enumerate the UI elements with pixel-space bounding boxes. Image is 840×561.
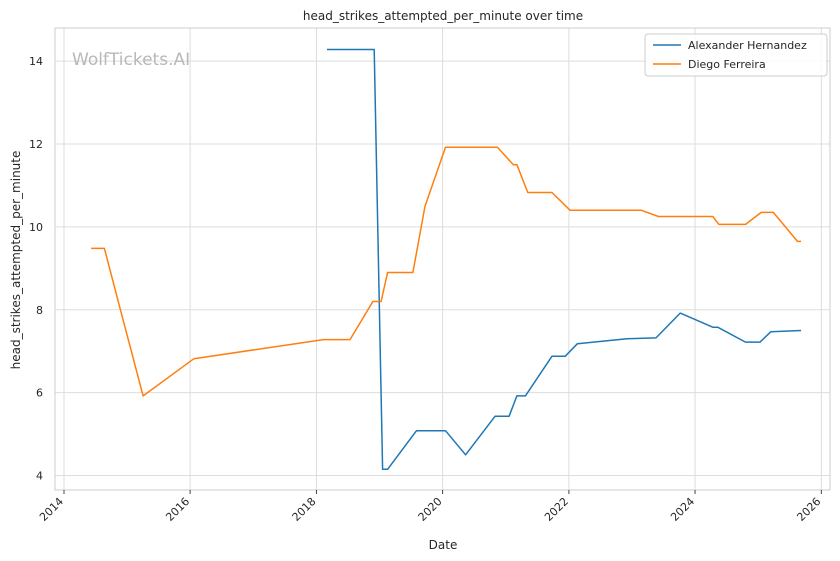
series-lines: [91, 48, 802, 471]
x-axis-label: Date: [429, 538, 458, 552]
series-line-0: [327, 48, 802, 471]
legend-box: [644, 33, 828, 77]
legend-label-1: Diego Ferreira: [688, 58, 766, 71]
y-tick-label-4: 12: [29, 138, 43, 151]
series-line-1: [91, 146, 802, 397]
y-tick-label-0: 4: [36, 469, 43, 482]
y-axis-label: head_strikes_attempted_per_minute: [9, 151, 23, 370]
y-tick-label-2: 8: [36, 304, 43, 317]
watermark: WolfTickets.AI: [72, 50, 190, 70]
y-tick-label-3: 10: [29, 221, 43, 234]
legend-label-0: Alexander Hernandez: [688, 39, 807, 52]
chart-title: head_strikes_attempted_per_minute over t…: [303, 9, 583, 23]
y-tick-label-1: 6: [36, 387, 43, 400]
legend: Alexander Hernandez Diego Ferreira: [644, 33, 828, 77]
y-tick-label-5: 14: [29, 55, 43, 68]
y-axis-ticks: 4 6 8 10 12 14: [29, 55, 43, 482]
